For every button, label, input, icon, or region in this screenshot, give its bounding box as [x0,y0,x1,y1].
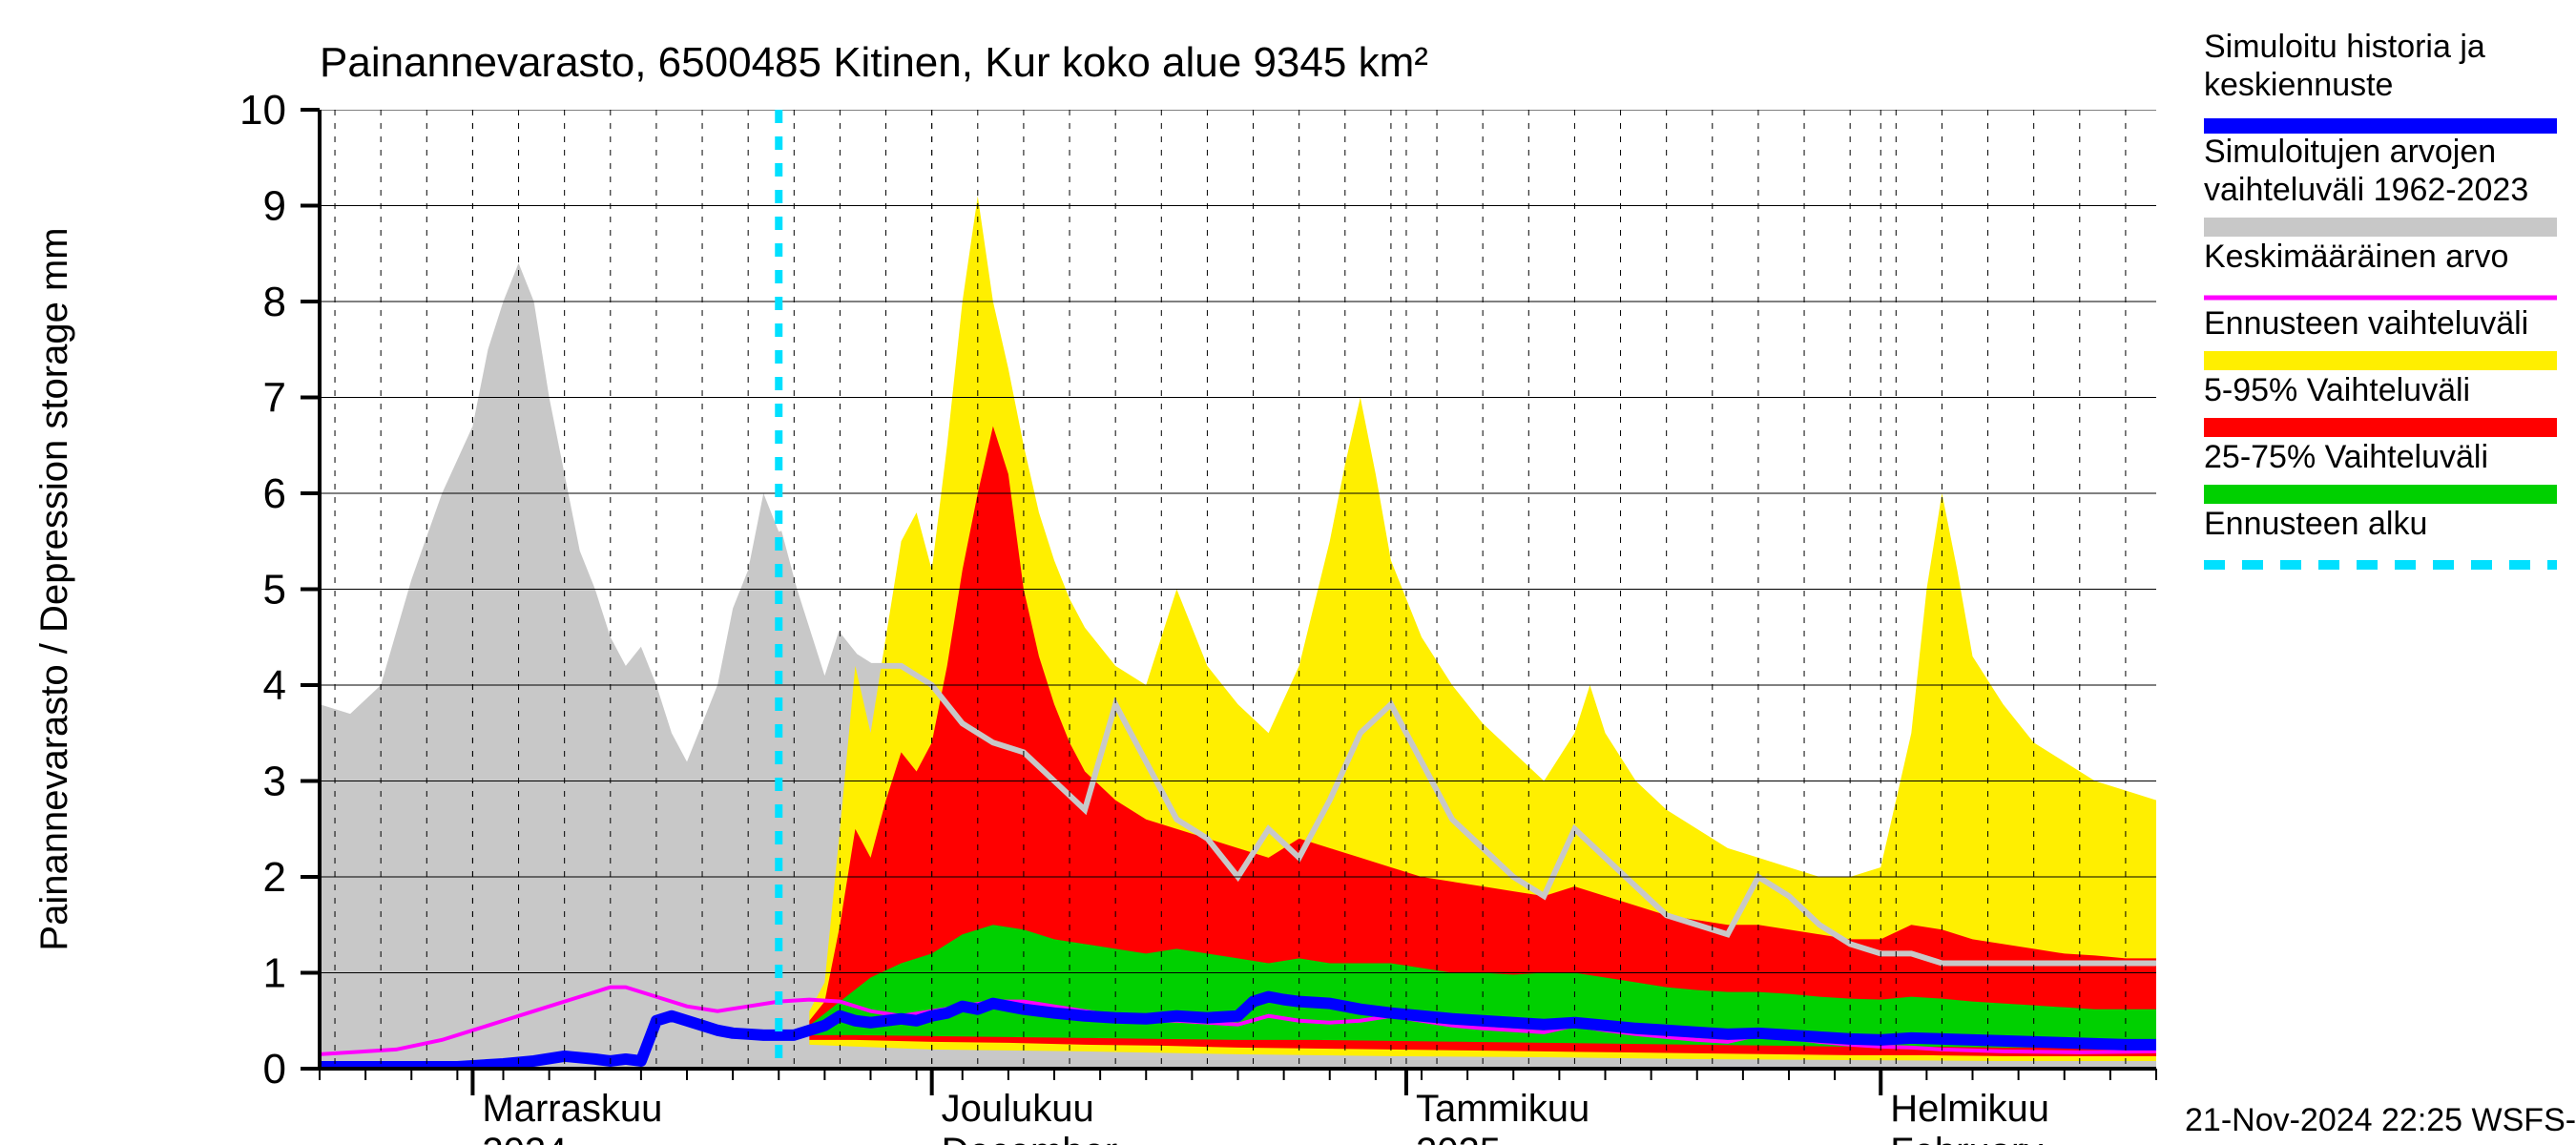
legend-swatch-band [2204,418,2557,437]
legend-label: Simuloitujen arvojen [2204,134,2496,170]
x-month-label-bottom: 2024 [482,1131,567,1145]
y-tick-label: 0 [263,1046,286,1093]
y-tick-label: 10 [239,87,286,134]
legend-label: Simuloitu historia ja [2204,29,2485,65]
y-tick-label: 6 [263,470,286,517]
legend-label: Keskimääräinen arvo [2204,239,2508,275]
x-month-label-bottom: February [1890,1131,2043,1145]
legend-label: Ennusteen vaihteluväli [2204,305,2528,342]
chart-title: Painannevarasto, 6500485 Kitinen, Kur ko… [320,39,1428,86]
x-month-label-bottom: December [942,1131,1118,1145]
y-tick-label: 3 [263,759,286,805]
legend-swatch-band [2204,218,2557,237]
legend-label: vaihteluväli 1962-2023 [2204,172,2528,208]
y-tick-label: 8 [263,279,286,325]
y-tick-label: 2 [263,854,286,901]
x-month-label-top: Marraskuu [482,1088,662,1130]
y-tick-label: 4 [263,662,286,709]
y-tick-label: 1 [263,950,286,997]
y-axis-label: Painannevarasto / Depression storage mm [33,227,75,950]
x-month-label-top: Helmikuu [1890,1088,2049,1130]
y-tick-label: 9 [263,183,286,230]
footer-timestamp: 21-Nov-2024 22:25 WSFS-O [2185,1102,2576,1138]
x-month-label-top: Tammikuu [1416,1088,1589,1130]
legend-label: 5-95% Vaihteluväli [2204,372,2470,408]
legend-label: Ennusteen alku [2204,506,2427,542]
x-month-label-bottom: 2025 [1416,1131,1501,1145]
legend-label: 25-75% Vaihteluväli [2204,439,2488,475]
legend-label: keskiennuste [2204,67,2393,103]
legend-swatch-band [2204,351,2557,370]
y-tick-label: 5 [263,567,286,614]
x-month-label-top: Joulukuu [942,1088,1094,1130]
y-tick-label: 7 [263,375,286,422]
legend-swatch-band [2204,485,2557,504]
